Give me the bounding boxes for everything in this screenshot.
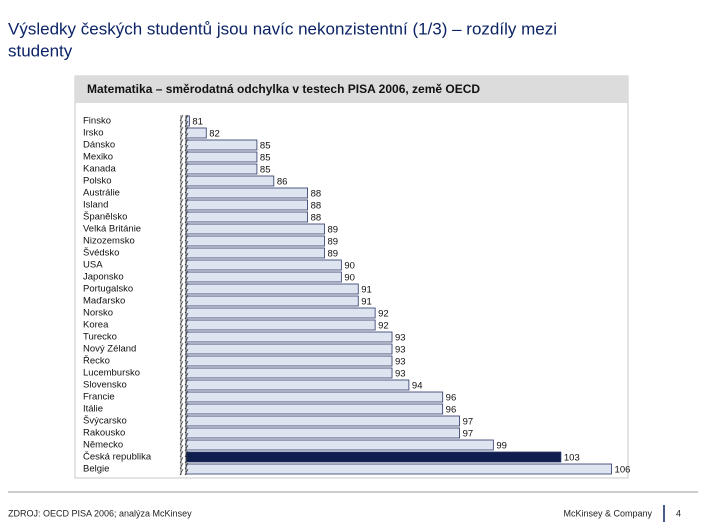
bar: [185, 343, 393, 355]
category-label: Řecko: [83, 356, 110, 367]
bar: [185, 199, 308, 211]
value-label: 82: [209, 129, 220, 140]
bar: [185, 151, 258, 163]
category-label: Lucembursko: [83, 368, 140, 379]
bar: [185, 439, 494, 451]
value-label: 90: [344, 261, 355, 272]
bar: [185, 319, 376, 331]
page-number: 4: [676, 508, 681, 518]
category-label: Rakousko: [83, 428, 125, 439]
category-label: Finsko: [83, 116, 111, 127]
bar: [185, 355, 393, 367]
value-label: 88: [311, 213, 322, 224]
value-label: 106: [615, 465, 631, 476]
category-label: Velká Británie: [83, 224, 141, 235]
bar: [185, 259, 342, 271]
bar: [185, 175, 275, 187]
category-label: Švýcarsko: [83, 416, 127, 427]
value-label: 94: [412, 381, 423, 392]
category-label: Maďarsko: [83, 296, 125, 307]
bar: [185, 463, 612, 475]
category-label: Nizozemsko: [83, 236, 135, 247]
bar: [185, 379, 410, 391]
bar: [185, 139, 258, 151]
category-label: Island: [83, 200, 108, 211]
bar: [185, 283, 359, 295]
category-label: Česká republika: [83, 452, 152, 463]
value-label: 91: [361, 285, 372, 296]
bar: [185, 451, 562, 463]
value-label: 85: [260, 141, 271, 152]
bar: [185, 367, 393, 379]
category-label: Německo: [83, 440, 123, 451]
slide-title-line-1: Výsledky českých studentů jsou navíc nek…: [8, 19, 557, 38]
bar: [185, 163, 258, 175]
value-label: 85: [260, 165, 271, 176]
category-label: Kanada: [83, 164, 116, 175]
category-label: Norsko: [83, 308, 113, 319]
axis-break: [179, 114, 189, 476]
bar: [185, 403, 444, 415]
value-label: 93: [395, 369, 406, 380]
bar: [185, 127, 207, 139]
value-label: 90: [344, 273, 355, 284]
slide-title-line-2: studenty: [8, 41, 73, 60]
company: McKinsey & Company: [563, 508, 652, 518]
category-label: Slovensko: [83, 380, 127, 391]
value-label: 92: [378, 309, 389, 320]
bar: [185, 211, 308, 223]
category-label: Švédsko: [83, 248, 119, 259]
category-label: Irsko: [83, 128, 104, 139]
category-label: Japonsko: [83, 272, 124, 283]
bar: [185, 271, 342, 283]
bar: [185, 307, 376, 319]
value-label: 91: [361, 297, 372, 308]
value-label: 81: [192, 117, 203, 128]
category-label: Itálie: [83, 404, 103, 415]
value-label: 89: [327, 225, 338, 236]
bar: [185, 247, 325, 259]
value-label: 89: [327, 249, 338, 260]
source: ZDROJ: OECD PISA 2006; analýza McKinsey: [8, 508, 192, 518]
category-label: Turecko: [83, 332, 117, 343]
category-label: Španělsko: [83, 212, 127, 223]
bar: [185, 223, 325, 235]
category-label: Korea: [83, 320, 109, 331]
category-label: Portugalsko: [83, 284, 133, 295]
value-label: 99: [496, 441, 507, 452]
chart-header: [75, 76, 628, 103]
bar: [185, 391, 444, 403]
category-label: Francie: [83, 392, 115, 403]
category-label: Dánsko: [83, 140, 115, 151]
value-label: 93: [395, 357, 406, 368]
value-label: 86: [277, 177, 288, 188]
value-label: 96: [446, 405, 457, 416]
category-label: Mexiko: [83, 152, 113, 163]
value-label: 88: [311, 189, 322, 200]
value-label: 89: [327, 237, 338, 248]
bar: [185, 415, 460, 427]
value-label: 85: [260, 153, 271, 164]
bar: [185, 331, 393, 343]
bar: [185, 295, 359, 307]
chart-title: Matematika – směrodatná odchylka v teste…: [87, 82, 480, 96]
value-label: 96: [446, 393, 457, 404]
value-label: 93: [395, 345, 406, 356]
value-label: 97: [463, 417, 474, 428]
value-label: 92: [378, 321, 389, 332]
bar: [185, 187, 308, 199]
value-label: 103: [564, 453, 580, 464]
category-label: Belgie: [83, 464, 109, 475]
category-label: Polsko: [83, 176, 112, 187]
bar: [185, 427, 460, 439]
category-label: Austrálie: [83, 188, 120, 199]
value-label: 88: [311, 201, 322, 212]
category-label: USA: [83, 260, 103, 271]
value-label: 93: [395, 333, 406, 344]
bar: [185, 235, 325, 247]
value-label: 97: [463, 429, 474, 440]
category-label: Nový Zéland: [83, 344, 136, 355]
